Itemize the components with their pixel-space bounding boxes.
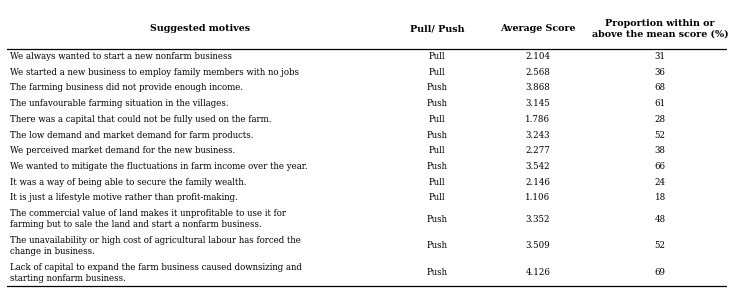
Text: 3.145: 3.145 <box>526 99 550 108</box>
Text: 24: 24 <box>655 178 666 187</box>
Text: 68: 68 <box>655 84 666 93</box>
Text: Push: Push <box>426 99 448 108</box>
Text: 52: 52 <box>655 131 666 140</box>
Text: Pull: Pull <box>429 115 446 124</box>
Text: Push: Push <box>426 162 448 171</box>
Text: Suggested motives: Suggested motives <box>150 24 250 33</box>
Text: The commercial value of land makes it unprofitable to use it for
farming but to : The commercial value of land makes it un… <box>10 209 286 229</box>
Text: The low demand and market demand for farm products.: The low demand and market demand for far… <box>10 131 254 140</box>
Text: 66: 66 <box>655 162 666 171</box>
Text: 48: 48 <box>655 215 666 224</box>
Text: 2.146: 2.146 <box>526 178 550 187</box>
Text: Proportion within or
above the mean score (%): Proportion within or above the mean scor… <box>592 19 728 39</box>
Text: 2.277: 2.277 <box>526 146 550 155</box>
Text: 52: 52 <box>655 241 666 251</box>
Text: It is just a lifestyle motive rather than profit-making.: It is just a lifestyle motive rather tha… <box>10 193 238 202</box>
Text: 36: 36 <box>655 68 666 77</box>
Text: 1.106: 1.106 <box>526 193 550 202</box>
Text: Pull: Pull <box>429 52 446 61</box>
Text: 38: 38 <box>655 146 666 155</box>
Text: Push: Push <box>426 268 448 277</box>
Text: Pull: Pull <box>429 193 446 202</box>
Text: Push: Push <box>426 241 448 251</box>
Text: 1.786: 1.786 <box>526 115 550 124</box>
Text: Lack of capital to expand the farm business caused downsizing and
starting nonfa: Lack of capital to expand the farm busin… <box>10 263 302 282</box>
Text: Push: Push <box>426 131 448 140</box>
Text: 3.868: 3.868 <box>526 84 550 93</box>
Text: Push: Push <box>426 84 448 93</box>
Text: 3.509: 3.509 <box>526 241 550 251</box>
Text: Pull: Pull <box>429 146 446 155</box>
Text: 3.243: 3.243 <box>526 131 550 140</box>
Text: We always wanted to start a new nonfarm business: We always wanted to start a new nonfarm … <box>10 52 232 61</box>
Text: 31: 31 <box>655 52 666 61</box>
Text: Pull/ Push: Pull/ Push <box>410 24 465 33</box>
Text: 4.126: 4.126 <box>526 268 550 277</box>
Text: It was a way of being able to secure the family wealth.: It was a way of being able to secure the… <box>10 178 247 187</box>
Text: Average Score: Average Score <box>500 24 575 33</box>
Text: The unfavourable farming situation in the villages.: The unfavourable farming situation in th… <box>10 99 229 108</box>
Text: 18: 18 <box>655 193 666 202</box>
Text: 2.104: 2.104 <box>526 52 550 61</box>
Text: Pull: Pull <box>429 68 446 77</box>
Text: 3.542: 3.542 <box>526 162 550 171</box>
Text: Pull: Pull <box>429 178 446 187</box>
Text: We perceived market demand for the new business.: We perceived market demand for the new b… <box>10 146 236 155</box>
Text: 28: 28 <box>655 115 666 124</box>
Text: The farming business did not provide enough income.: The farming business did not provide eno… <box>10 84 244 93</box>
Text: Push: Push <box>426 215 448 224</box>
Text: We started a new business to employ family members with no jobs: We started a new business to employ fami… <box>10 68 299 77</box>
Text: 2.568: 2.568 <box>526 68 550 77</box>
Text: There was a capital that could not be fully used on the farm.: There was a capital that could not be fu… <box>10 115 272 124</box>
Text: 61: 61 <box>655 99 666 108</box>
Text: 69: 69 <box>655 268 666 277</box>
Text: We wanted to mitigate the fluctuations in farm income over the year.: We wanted to mitigate the fluctuations i… <box>10 162 308 171</box>
Text: The unavailability or high cost of agricultural labour has forced the
change in : The unavailability or high cost of agric… <box>10 236 301 256</box>
Text: 3.352: 3.352 <box>526 215 550 224</box>
